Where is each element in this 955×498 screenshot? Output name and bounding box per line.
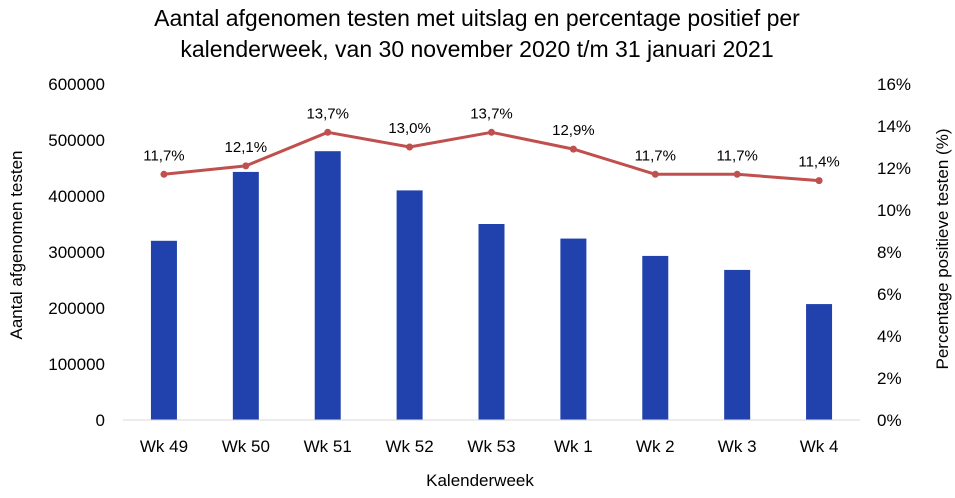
line-point-8 bbox=[815, 177, 823, 185]
chart-title-line-2: kalenderweek, van 30 november 2020 t/m 3… bbox=[180, 36, 773, 62]
y-right-tick-1: 2% bbox=[877, 369, 902, 388]
line-point-5 bbox=[569, 145, 577, 153]
line-point-4 bbox=[488, 128, 495, 136]
x-tick-7: Wk 3 bbox=[718, 437, 757, 456]
line-data-label-3: 13,0% bbox=[388, 120, 431, 137]
x-tick-6: Wk 2 bbox=[636, 437, 675, 456]
y-left-tick-0: 0 bbox=[96, 411, 105, 430]
chart-title-line-1: Aantal afgenomen testen met uitslag en p… bbox=[154, 5, 800, 31]
y-right-tick-5: 10% bbox=[877, 201, 911, 220]
y-axis-right-ticks: 0% 2% 4% 6% 8% 10% 12% 14% 16% bbox=[877, 75, 911, 430]
y-left-tick-4: 400000 bbox=[48, 187, 105, 206]
y-right-tick-7: 14% bbox=[877, 117, 911, 136]
x-tick-0: Wk 49 bbox=[140, 437, 188, 456]
bar-5 bbox=[560, 238, 587, 420]
line-data-label-1: 12,1% bbox=[225, 139, 268, 156]
y-left-tick-6: 600000 bbox=[48, 75, 105, 94]
line-point-6 bbox=[651, 170, 659, 178]
y-right-tick-6: 12% bbox=[877, 159, 911, 178]
line-data-label-4: 13,7% bbox=[470, 105, 513, 122]
x-tick-8: Wk 4 bbox=[800, 437, 839, 456]
line-point-1 bbox=[242, 162, 250, 170]
bar-series bbox=[150, 151, 833, 420]
line-point-3 bbox=[406, 143, 414, 151]
y-right-tick-8: 16% bbox=[877, 75, 911, 94]
line-data-label-7: 11,7% bbox=[716, 147, 757, 164]
bar-0 bbox=[150, 240, 177, 420]
y-left-tick-1: 100000 bbox=[48, 355, 105, 374]
line-data-label-5: 12,9% bbox=[552, 122, 595, 139]
line-data-labels: 11,7% 12,1% 13,7% 13,0% 13,7% 12,9% 11,7% 11,7%… bbox=[143, 105, 840, 170]
x-tick-5: Wk 1 bbox=[554, 437, 593, 456]
x-tick-2: Wk 51 bbox=[304, 437, 352, 456]
y-left-tick-2: 200000 bbox=[48, 299, 105, 318]
y-axis-left-label: Aantal afgenomen testen bbox=[7, 150, 26, 339]
bar-6 bbox=[642, 255, 669, 420]
line-data-label-8: 11,4% bbox=[798, 154, 839, 171]
line-point-2 bbox=[324, 128, 332, 136]
y-axis-left-ticks: 0 100000 200000 300000 400000 500000 600000 bbox=[48, 75, 105, 430]
bar-1 bbox=[232, 171, 259, 420]
y-right-tick-2: 4% bbox=[877, 327, 902, 346]
x-tick-4: Wk 53 bbox=[467, 437, 515, 456]
x-axis-ticks: Wk 49 Wk 50 Wk 51 Wk 52 Wk 53 Wk 1 Wk 2 Wk 3 Wk … bbox=[140, 437, 839, 456]
bar-4 bbox=[478, 224, 505, 420]
line-data-label-6: 11,7% bbox=[635, 147, 676, 164]
y-right-tick-4: 8% bbox=[877, 243, 902, 262]
x-tick-3: Wk 52 bbox=[386, 437, 434, 456]
bar-8 bbox=[806, 304, 833, 420]
y-right-tick-3: 6% bbox=[877, 285, 902, 304]
line-point-0 bbox=[160, 170, 168, 178]
y-axis-right-label: Percentage positieve testen (%) bbox=[933, 129, 952, 370]
line-point-7 bbox=[733, 170, 741, 178]
bar-7 bbox=[724, 269, 751, 420]
y-right-tick-0: 0% bbox=[877, 411, 902, 430]
line-series bbox=[160, 128, 823, 185]
bar-3 bbox=[396, 190, 423, 420]
bar-2 bbox=[314, 151, 341, 420]
x-tick-1: Wk 50 bbox=[222, 437, 270, 456]
line-data-label-0: 11,7% bbox=[143, 147, 184, 164]
line-data-label-2: 13,7% bbox=[306, 105, 349, 122]
y-left-tick-3: 300000 bbox=[48, 243, 105, 262]
x-axis-label: Kalenderweek bbox=[426, 471, 534, 490]
y-left-tick-5: 500000 bbox=[48, 131, 105, 150]
